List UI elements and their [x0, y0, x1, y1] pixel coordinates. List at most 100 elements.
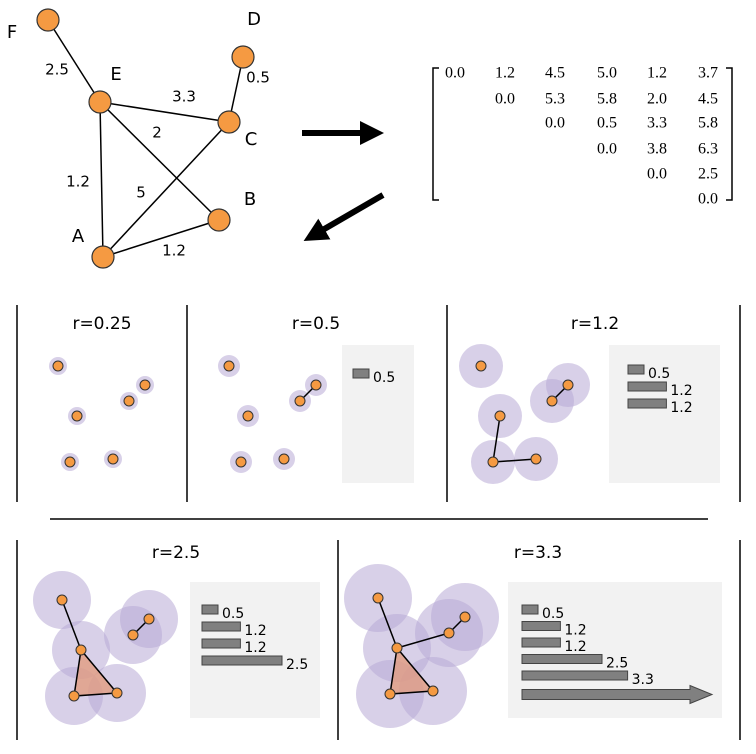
vertex	[71, 410, 83, 422]
panel: r=2.50.51.21.22.5	[33, 543, 320, 725]
matrix-cell: 0.5	[597, 115, 617, 132]
bar-label: 1.2	[564, 623, 586, 639]
edge-label: 1.2	[66, 173, 90, 191]
vertex	[443, 627, 455, 639]
edge	[492, 458, 537, 463]
matrix-cell: 4.5	[545, 65, 565, 82]
graph-node	[91, 245, 115, 269]
matrix-bracket	[432, 67, 733, 201]
matrix-cell: 5.8	[698, 115, 718, 132]
graph-node	[88, 90, 112, 114]
vertex	[310, 379, 322, 391]
node-label: B	[244, 189, 256, 210]
bar	[521, 621, 561, 631]
graph-node	[217, 110, 241, 134]
bar	[201, 655, 283, 666]
vertex	[546, 395, 558, 407]
bar-label: 1.2	[670, 400, 692, 416]
vertex	[139, 379, 151, 391]
bar	[627, 381, 667, 392]
graph-node	[36, 8, 60, 32]
edge-label: 1.2	[162, 242, 186, 260]
bar	[352, 368, 370, 379]
matrix-cell: 3.3	[647, 115, 667, 132]
vertex	[143, 613, 155, 625]
edge	[396, 632, 450, 649]
panel: r=0.25	[49, 314, 154, 471]
graph-node	[231, 45, 255, 69]
vertex	[562, 379, 574, 391]
vertex	[475, 360, 487, 372]
simplex	[73, 648, 119, 697]
vertex	[372, 592, 384, 604]
vertex	[127, 629, 139, 641]
bar-label: 1.2	[244, 640, 266, 656]
vertex	[494, 410, 506, 422]
panel-title: r=0.5	[292, 314, 340, 334]
vertex	[391, 642, 403, 654]
edge-label: 2.5	[45, 61, 69, 79]
vertex	[223, 360, 235, 372]
matrix-cell: 5.0	[597, 65, 617, 82]
vertex	[235, 456, 247, 468]
matrix-cell: 3.7	[698, 65, 718, 82]
matrix-cell: 3.8	[647, 141, 667, 158]
vertex	[107, 453, 119, 465]
bar	[521, 654, 603, 664]
matrix-cell: 6.3	[698, 141, 718, 158]
vertex	[487, 456, 499, 468]
bar-label: 1.2	[564, 639, 586, 655]
bar	[627, 398, 667, 409]
infinite-bar	[521, 684, 714, 705]
vertex	[278, 453, 290, 465]
dividers	[16, 305, 741, 740]
vertex	[123, 395, 135, 407]
vertex	[56, 594, 68, 606]
matrix-cell: 0.0	[597, 141, 617, 158]
node-label: D	[247, 9, 261, 30]
matrix-cell: 1.2	[495, 65, 515, 82]
panel-title: r=2.5	[152, 543, 200, 563]
bar	[521, 637, 561, 648]
bar-label: 1.2	[244, 623, 266, 639]
vertex	[75, 644, 87, 656]
bar-label: 0.5	[648, 366, 670, 382]
node-label: A	[72, 226, 85, 247]
panel: r=1.20.51.21.2	[459, 314, 720, 484]
matrix-cell: 5.3	[545, 91, 565, 108]
bar	[201, 621, 241, 632]
panel: r=3.30.51.21.22.53.3	[344, 543, 722, 728]
bar	[627, 364, 645, 375]
node-label: F	[7, 22, 17, 43]
arrow	[303, 192, 385, 242]
bar-label: 0.5	[373, 370, 395, 386]
bar-label: 2.5	[286, 657, 308, 673]
edge	[492, 415, 501, 463]
edge-label: 3.3	[172, 88, 196, 106]
bar-label: 0.5	[222, 606, 244, 622]
simplex	[389, 646, 435, 695]
vertex	[459, 611, 471, 623]
bar-label: 0.5	[542, 606, 564, 622]
bar-label: 2.5	[606, 656, 628, 672]
matrix-cell: 0.0	[545, 115, 565, 132]
vertex	[52, 360, 64, 372]
bar	[521, 670, 629, 681]
vertex	[111, 687, 123, 699]
vertex	[242, 410, 254, 422]
matrix-cell: 4.5	[698, 91, 718, 108]
matrix-cell: 2.0	[647, 91, 667, 108]
edge-label: 0.5	[246, 69, 270, 87]
bar-label: 3.3	[632, 672, 654, 688]
matrix-cell: 0.0	[445, 65, 465, 82]
bar	[201, 638, 241, 649]
graph-node	[207, 208, 231, 232]
matrix-cell: 0.0	[647, 166, 667, 183]
matrix-cell: 5.8	[597, 91, 617, 108]
bar	[521, 604, 539, 615]
edge	[61, 599, 82, 651]
vertex	[384, 688, 396, 700]
barcode-box	[342, 345, 414, 483]
node-label: C	[245, 129, 258, 150]
